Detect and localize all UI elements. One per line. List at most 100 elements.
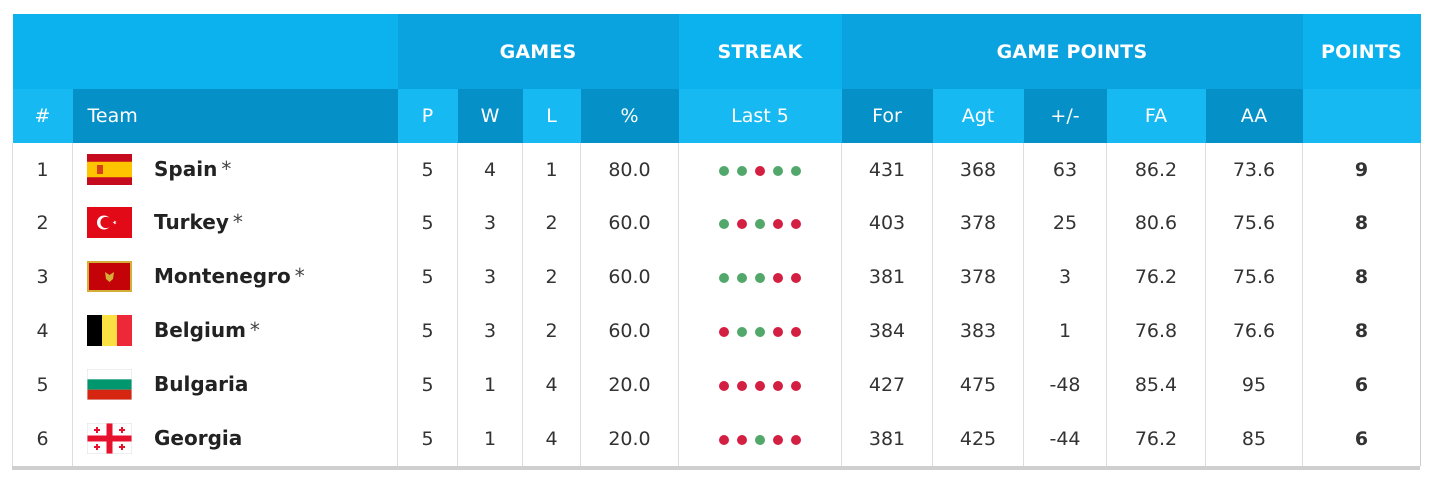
loss-dot-icon <box>719 435 729 445</box>
table-row-montenegro[interactable]: 3 Montenegro * 5 3 2 60.0 381 378 3 76.2 … <box>12 250 1421 304</box>
for-cell: 427 <box>841 358 933 412</box>
team-name[interactable]: Turkey <box>154 210 229 234</box>
fa-cell: 76.8 <box>1106 304 1206 358</box>
team-cell[interactable]: Spain * <box>72 143 398 196</box>
loss-dot-icon <box>737 219 747 229</box>
header-column-row: # Team P W L % Last 5 For Agt +/- FA AA <box>12 89 1421 143</box>
points-cell: 6 <box>1302 358 1421 412</box>
for-cell: 381 <box>841 250 933 304</box>
wins-cell: 3 <box>457 196 523 250</box>
last5-cell <box>678 304 842 358</box>
for-cell: 384 <box>841 304 933 358</box>
col-last5[interactable]: Last 5 <box>678 89 842 143</box>
last5-cell <box>678 196 842 250</box>
win-dot-icon <box>755 435 765 445</box>
col-wins[interactable]: W <box>457 89 523 143</box>
played-cell: 5 <box>397 304 458 358</box>
turkey-flag-icon <box>87 207 132 238</box>
col-rank[interactable]: # <box>12 89 73 143</box>
against-cell: 475 <box>932 358 1024 412</box>
table-row-bulgaria[interactable]: 5 Bulgaria 5 1 4 20.0 427 475 -48 85.4 9… <box>12 358 1421 412</box>
aa-cell: 85 <box>1205 412 1303 466</box>
aa-cell: 75.6 <box>1205 250 1303 304</box>
col-played[interactable]: P <box>397 89 458 143</box>
team-cell[interactable]: Turkey * <box>72 196 398 250</box>
team-name[interactable]: Spain <box>154 157 218 181</box>
col-fa[interactable]: FA <box>1106 89 1206 143</box>
belgium-flag-icon <box>87 315 132 346</box>
table-row-belgium[interactable]: 4 Belgium * 5 3 2 60.0 384 383 1 76.8 76.… <box>12 304 1421 358</box>
diff-cell: 63 <box>1023 143 1107 196</box>
rank-cell: 1 <box>12 143 73 196</box>
team-cell[interactable]: Montenegro * <box>72 250 398 304</box>
played-cell: 5 <box>397 358 458 412</box>
loss-dot-icon <box>791 273 801 283</box>
wins-cell: 4 <box>457 143 523 196</box>
win-dot-icon <box>737 327 747 337</box>
header-game-points: GAME POINTS <box>841 14 1303 89</box>
col-aa[interactable]: AA <box>1205 89 1303 143</box>
diff-cell: 3 <box>1023 250 1107 304</box>
rank-cell: 4 <box>12 304 73 358</box>
col-for[interactable]: For <box>841 89 933 143</box>
win-pct-cell: 20.0 <box>580 412 679 466</box>
col-losses[interactable]: L <box>522 89 581 143</box>
played-cell: 5 <box>397 412 458 466</box>
losses-cell: 2 <box>522 250 581 304</box>
header-blank <box>12 14 398 89</box>
header-group-row: GAMES STREAK GAME POINTS POINTS <box>12 14 1421 89</box>
table-row-spain[interactable]: 1 Spain * 5 4 1 80.0 431 368 63 86.2 73.6… <box>12 143 1421 196</box>
team-cell[interactable]: Georgia <box>72 412 398 466</box>
win-dot-icon <box>737 165 747 176</box>
clinched-marker: * <box>232 210 243 234</box>
for-cell: 403 <box>841 196 933 250</box>
team-name[interactable]: Bulgaria <box>154 372 249 396</box>
fa-cell: 85.4 <box>1106 358 1206 412</box>
losses-cell: 4 <box>522 358 581 412</box>
col-against[interactable]: Agt <box>932 89 1024 143</box>
losses-cell: 4 <box>522 412 581 466</box>
played-cell: 5 <box>397 143 458 196</box>
wins-cell: 3 <box>457 250 523 304</box>
losses-cell: 2 <box>522 196 581 250</box>
last5-cell <box>678 250 842 304</box>
aa-cell: 76.6 <box>1205 304 1303 358</box>
loss-dot-icon <box>737 381 747 391</box>
win-pct-cell: 20.0 <box>580 358 679 412</box>
standings-table: GAMES STREAK GAME POINTS POINTS # Team P… <box>12 14 1421 466</box>
col-diff[interactable]: +/- <box>1023 89 1107 143</box>
team-name[interactable]: Belgium <box>154 318 246 342</box>
georgia-flag-icon <box>87 423 132 454</box>
team-name[interactable]: Georgia <box>154 426 243 450</box>
col-team[interactable]: Team <box>72 89 398 143</box>
for-cell: 381 <box>841 412 933 466</box>
aa-cell: 73.6 <box>1205 143 1303 196</box>
diff-cell: 1 <box>1023 304 1107 358</box>
loss-dot-icon <box>791 435 801 445</box>
win-dot-icon <box>755 327 765 337</box>
win-dot-icon <box>719 219 729 229</box>
streak-dots <box>719 273 801 283</box>
streak-dots <box>719 219 801 229</box>
loss-dot-icon <box>755 381 765 391</box>
win-pct-cell: 60.0 <box>580 196 679 250</box>
col-points <box>1302 89 1421 143</box>
table-row-turkey[interactable]: 2 Turkey * 5 3 2 60.0 403 378 25 80.6 75.… <box>12 196 1421 250</box>
against-cell: 378 <box>932 196 1024 250</box>
loss-dot-icon <box>773 219 783 229</box>
team-cell[interactable]: Belgium * <box>72 304 398 358</box>
col-win-pct[interactable]: % <box>580 89 679 143</box>
streak-dots <box>719 165 801 176</box>
bulgaria-flag-icon <box>87 369 132 400</box>
win-pct-cell: 60.0 <box>580 250 679 304</box>
table-row-georgia[interactable]: 6 Georgia 5 1 4 20.0 381 425 -44 76.2 85… <box>12 412 1421 466</box>
points-cell: 8 <box>1302 250 1421 304</box>
against-cell: 378 <box>932 250 1024 304</box>
loss-dot-icon <box>737 435 747 445</box>
points-cell: 6 <box>1302 412 1421 466</box>
team-name[interactable]: Montenegro <box>154 264 291 288</box>
header-games: GAMES <box>397 14 679 89</box>
team-cell[interactable]: Bulgaria <box>72 358 398 412</box>
clinched-marker: * <box>294 264 305 288</box>
diff-cell: -48 <box>1023 358 1107 412</box>
